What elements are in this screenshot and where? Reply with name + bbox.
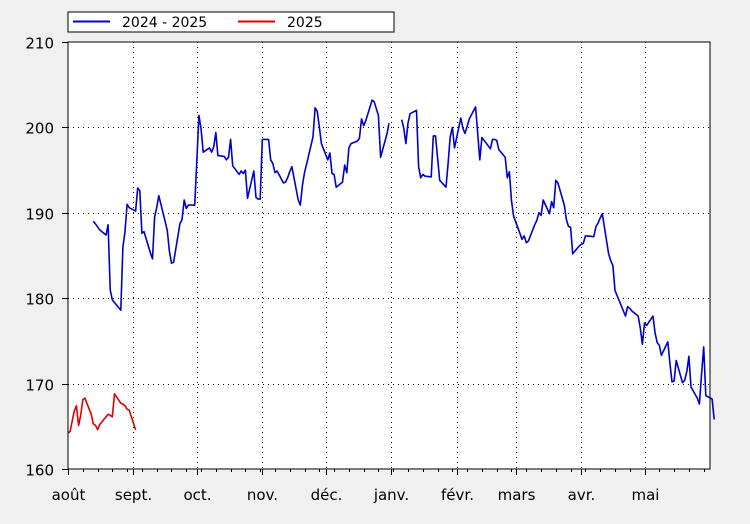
series-line-2 <box>67 393 137 434</box>
y-tick-label: 190 <box>25 206 54 224</box>
legend: 2024 - 2025 2025 <box>67 11 395 33</box>
x-tick-label: sept. <box>115 486 152 504</box>
x-tick-label: avr. <box>568 486 596 504</box>
y-tick-label: 180 <box>25 291 54 309</box>
plot-frame <box>67 41 711 470</box>
legend-label-series-2: 2025 <box>287 15 323 31</box>
y-tick-label: 210 <box>25 35 54 53</box>
y-tick-label: 160 <box>25 462 54 480</box>
x-tick-label: août <box>52 486 86 504</box>
x-tick-label: nov. <box>247 486 278 504</box>
y-tick-label: 200 <box>25 120 54 138</box>
x-tick-label: févr. <box>441 486 474 504</box>
x-tick-label: mai <box>632 486 660 504</box>
legend-box <box>67 11 395 33</box>
legend-label-series-1: 2024 - 2025 <box>122 15 207 31</box>
plot-area <box>68 42 710 469</box>
series-line-1 <box>92 99 715 420</box>
x-tick-label: mars <box>498 486 536 504</box>
axes: 160 170 180 190 200 210 août sept. oct. nov. déc. j… <box>25 35 705 504</box>
y-tick-label: 170 <box>25 377 54 395</box>
x-tick-label: déc. <box>311 486 343 504</box>
series-lines <box>67 99 715 434</box>
x-tick-label: janv. <box>373 486 409 504</box>
x-tick-label: oct. <box>183 486 211 504</box>
